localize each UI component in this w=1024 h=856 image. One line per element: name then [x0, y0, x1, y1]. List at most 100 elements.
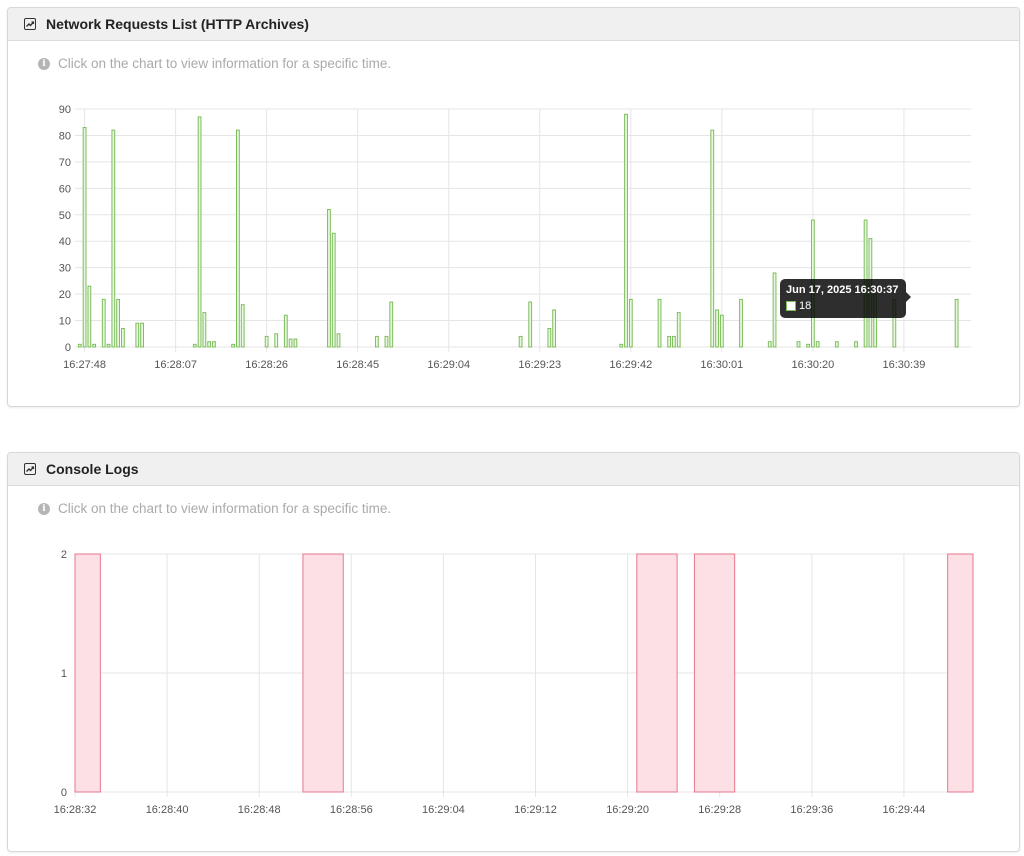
data-bar: [374, 335, 379, 348]
data-bar: [207, 341, 212, 348]
data-bar: [236, 129, 240, 348]
y-tick-label: 30: [59, 263, 71, 275]
x-tick-label: 16:28:56: [330, 804, 373, 816]
data-bar: [87, 285, 92, 348]
x-tick-label: 16:29:04: [427, 359, 470, 371]
data-bar: [274, 333, 279, 348]
y-tick-label: 40: [59, 236, 71, 248]
data-bar: [288, 338, 293, 348]
data-bar: [547, 327, 552, 348]
data-bar: [202, 312, 207, 348]
x-tick-label: 16:29:28: [698, 804, 741, 816]
console-logs-panel: Console Logs i Click on the chart to vie…: [7, 452, 1020, 852]
data-bar: [796, 341, 801, 348]
data-bar: [283, 314, 288, 348]
data-bar: [212, 341, 216, 348]
data-bar: [116, 298, 121, 348]
data-bar: [552, 309, 557, 348]
data-bar: [197, 116, 202, 348]
hint-text: Click on the chart to view information f…: [58, 56, 392, 71]
x-tick-label: 16:28:07: [154, 359, 197, 371]
data-bar: [121, 327, 125, 348]
data-bar: [676, 312, 681, 348]
y-tick-label: 0: [65, 342, 71, 354]
data-bar: [331, 232, 336, 348]
x-tick-label: 16:30:01: [700, 359, 743, 371]
data-bar: [528, 301, 533, 348]
tooltip-title: Jun 17, 2025 16:30:37: [786, 284, 899, 296]
data-bar: [264, 335, 269, 348]
data-bar: [101, 298, 106, 348]
log-area-segment: [947, 553, 974, 793]
data-bar: [111, 129, 116, 348]
chart-line-icon: [24, 18, 36, 30]
y-tick-label: 10: [59, 316, 71, 328]
network-requests-panel: Network Requests List (HTTP Archives) i …: [7, 7, 1020, 407]
data-bar: [628, 298, 633, 348]
data-bar: [672, 335, 676, 348]
data-bar: [384, 335, 389, 348]
chart-hint: i Click on the chart to view information…: [38, 501, 391, 516]
chart-tooltip: Jun 17, 2025 16:30:37 18: [780, 279, 911, 318]
tooltip-swatch: [786, 301, 796, 311]
data-bar: [767, 341, 772, 348]
y-tick-label: 2: [61, 549, 67, 561]
data-bar: [106, 343, 111, 348]
data-bar: [135, 322, 140, 348]
x-tick-label: 16:29:42: [609, 359, 652, 371]
y-tick-label: 1: [61, 668, 67, 680]
data-bar: [389, 301, 394, 348]
panel-header: Console Logs: [8, 453, 1019, 486]
data-bar: [815, 341, 820, 348]
hint-text: Click on the chart to view information f…: [58, 501, 392, 516]
x-tick-label: 16:30:20: [791, 359, 834, 371]
data-bar: [92, 343, 97, 348]
tooltip-row: 18: [786, 300, 899, 312]
data-bar: [667, 335, 672, 348]
data-bar: [240, 304, 245, 348]
x-tick-label: 16:29:20: [606, 804, 649, 816]
x-tick-label: 16:28:45: [336, 359, 379, 371]
data-bar: [624, 113, 628, 348]
x-tick-label: 16:29:12: [514, 804, 557, 816]
data-bar: [772, 272, 777, 348]
chart-line-icon: [24, 463, 36, 475]
data-bar: [657, 298, 662, 348]
panel-header: Network Requests List (HTTP Archives): [8, 8, 1019, 41]
log-area-segment: [693, 553, 736, 793]
log-area-segment: [636, 553, 678, 793]
data-bar: [834, 341, 839, 348]
x-tick-label: 16:28:26: [245, 359, 288, 371]
data-bar: [327, 208, 331, 348]
info-icon: i: [38, 57, 50, 70]
data-bar: [715, 309, 719, 348]
data-bar: [77, 343, 82, 348]
x-tick-label: 16:29:44: [883, 804, 926, 816]
chart-hint: i Click on the chart to view information…: [38, 56, 391, 71]
info-icon: i: [38, 502, 50, 515]
data-bar: [806, 343, 810, 348]
data-bar: [192, 343, 197, 348]
y-tick-label: 60: [59, 183, 71, 195]
data-bar: [336, 333, 341, 348]
log-area-segment: [302, 553, 344, 793]
data-bar: [518, 335, 523, 348]
y-tick-label: 70: [59, 157, 71, 169]
panel-title: Console Logs: [46, 461, 139, 477]
data-bar: [854, 341, 858, 348]
x-tick-label: 16:28:40: [146, 804, 189, 816]
console-logs-chart[interactable]: 0 1 2 16:28:32 16:28:40 16:28:48 16:28:56 16:29…: [8, 533, 1017, 852]
x-tick-label: 16:30:39: [883, 359, 926, 371]
x-tick-label: 16:29:04: [422, 804, 465, 816]
data-bar: [739, 298, 743, 348]
x-tick-label: 16:28:32: [54, 804, 97, 816]
y-tick-label: 50: [59, 210, 71, 222]
data-bar: [954, 298, 959, 348]
x-tick-label: 16:29:36: [790, 804, 833, 816]
panel-title: Network Requests List (HTTP Archives): [46, 16, 309, 32]
y-tick-label: 0: [61, 787, 67, 799]
tooltip-value: 18: [799, 300, 812, 312]
network-requests-chart[interactable]: 0 10 20 30 40 50 60 70 80 90 16:27:48 16:28:07 16:28…: [8, 88, 1017, 407]
x-tick-label: 16:27:48: [63, 359, 106, 371]
y-tick-label: 20: [59, 289, 71, 301]
